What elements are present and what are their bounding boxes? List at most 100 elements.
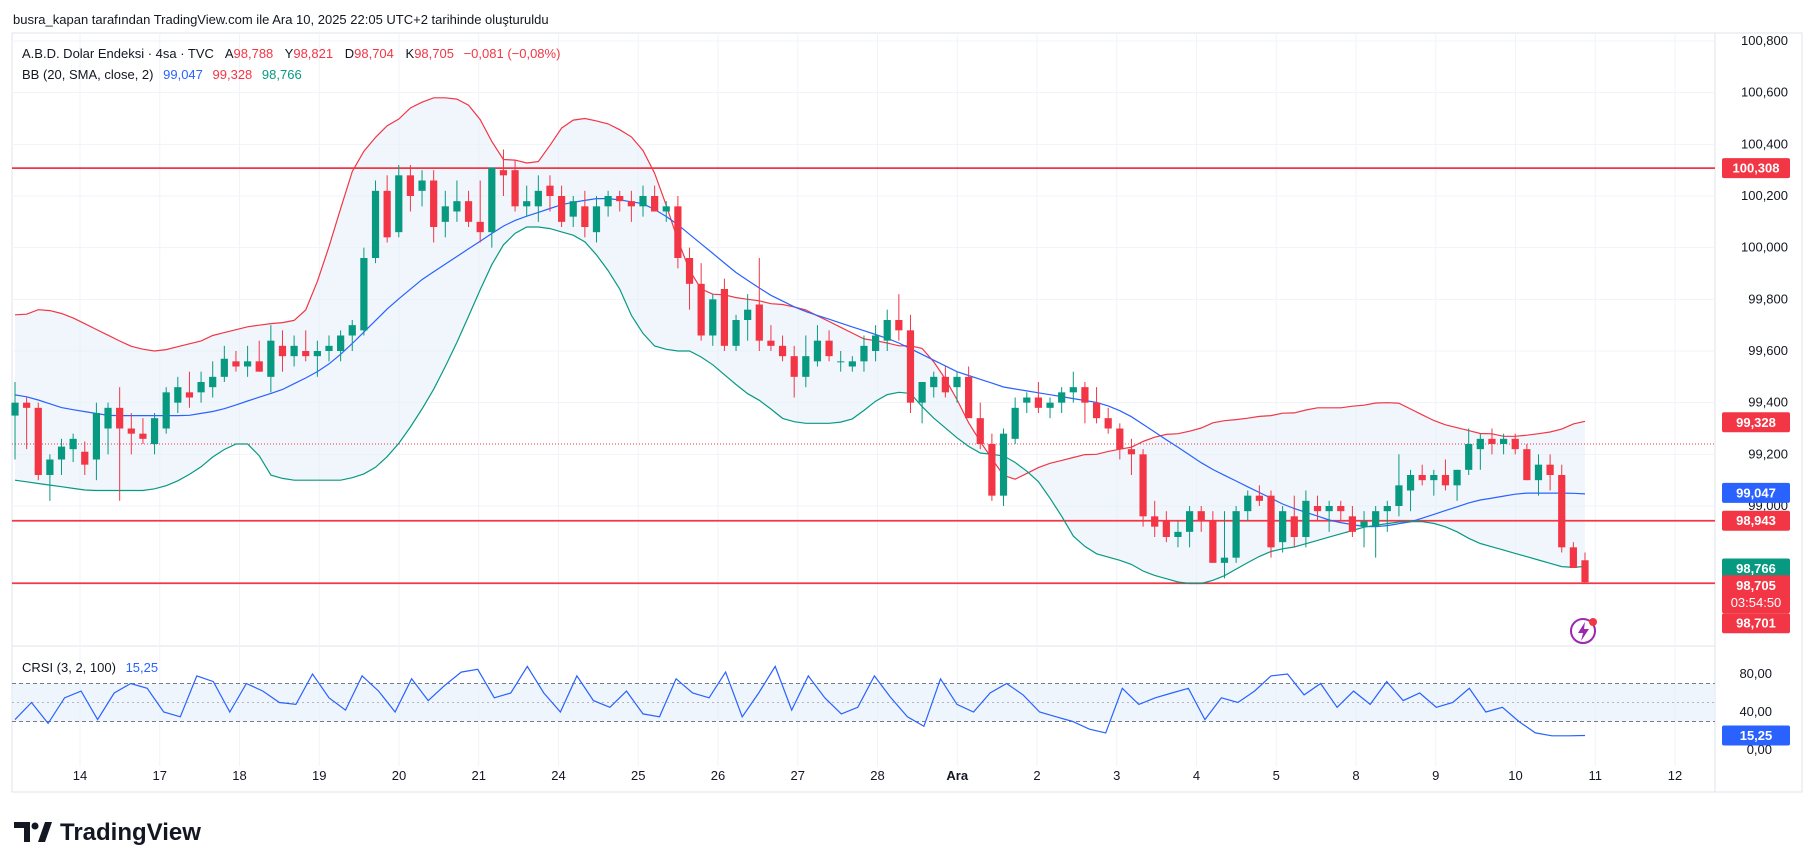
- tradingview-logo[interactable]: TradingView: [14, 819, 201, 846]
- candle-body: [81, 451, 89, 465]
- candle-body: [1220, 557, 1229, 563]
- price-axis[interactable]: 100,800 100,600 100,400 100,200 100,000 99,80…: [1722, 33, 1790, 757]
- candle-body: [755, 304, 763, 341]
- candle-body: [802, 356, 810, 377]
- horizontal-levels[interactable]: [12, 167, 1715, 585]
- candle-body: [1244, 495, 1252, 512]
- candle-body: [813, 340, 822, 362]
- crsi-pane: [12, 665, 1715, 737]
- crsi-legend[interactable]: CRSI (3, 2, 100) 15,25: [22, 660, 158, 675]
- price-tick-label: 99,400: [1748, 395, 1788, 410]
- price-tag-level-low-bg: [1722, 613, 1790, 634]
- time-tick-label: 25: [631, 768, 645, 783]
- price-tick-label: 99,800: [1748, 291, 1788, 306]
- open-value: 98,788: [234, 46, 274, 61]
- time-tick-label: 4: [1193, 768, 1200, 783]
- time-tick-label: 17: [153, 768, 167, 783]
- price-tag-level-top-bg: [1722, 158, 1790, 179]
- candle-body: [34, 407, 42, 475]
- candle-body: [848, 361, 856, 367]
- price-tag-bb-basis-bg: [1722, 482, 1790, 503]
- lightning-icon[interactable]: [1570, 618, 1597, 644]
- price-tick-label: 100,400: [1741, 136, 1788, 151]
- candle-body: [534, 190, 542, 207]
- candle-body: [965, 376, 973, 419]
- candle-body: [732, 320, 740, 346]
- high-value: 98,821: [293, 46, 333, 61]
- candle-body: [104, 407, 112, 429]
- price-tag-level-mid: 98,943: [1736, 513, 1776, 528]
- candle-body: [1441, 475, 1450, 486]
- time-tick-label: 26: [711, 768, 725, 783]
- bb-band-area: [15, 97, 1585, 584]
- price-tag-countdown: 03:54:50: [1731, 595, 1782, 610]
- bb-legend[interactable]: BB (20, SMA, close, 2) 99,047 99,328 98,…: [22, 67, 302, 82]
- change-value: −0,081 (−0,08%): [464, 46, 561, 61]
- candle-body: [313, 351, 321, 357]
- crsi-tick-label: 40,00: [1739, 704, 1772, 719]
- candle-body: [476, 221, 484, 233]
- candle-body: [1348, 516, 1357, 532]
- candle-body: [953, 376, 961, 388]
- candle-body: [1534, 464, 1543, 481]
- candle-body: [720, 289, 729, 346]
- candle-body: [639, 196, 647, 207]
- price-tag-bb-lower: 98,766: [1736, 561, 1776, 576]
- candle-body: [1174, 531, 1182, 537]
- candle-body: [406, 175, 415, 196]
- candle-body: [57, 446, 66, 460]
- candle-body: [1209, 521, 1217, 563]
- candle-body: [499, 170, 508, 176]
- time-tick-label: 11: [1589, 768, 1603, 783]
- candle-body: [778, 345, 787, 357]
- candle-body: [302, 351, 310, 357]
- candle-body: [1558, 475, 1566, 548]
- candle-body: [1337, 506, 1345, 512]
- candle-body: [1092, 402, 1101, 419]
- candle-body: [11, 402, 19, 416]
- candle-body: [418, 180, 426, 191]
- candle-body: [360, 258, 368, 331]
- price-tag-bb-basis: 99,047: [1736, 485, 1776, 500]
- candle-body: [488, 167, 496, 233]
- candle-body: [1267, 495, 1275, 548]
- candle-body: [604, 196, 612, 207]
- candle-body: [267, 340, 275, 377]
- price-tag-last: 98,705: [1736, 578, 1776, 593]
- candle-body: [697, 283, 705, 336]
- price-tick-label: 100,800: [1741, 33, 1788, 48]
- time-tick-label: 20: [392, 768, 406, 783]
- candle-body: [1185, 511, 1194, 532]
- candle-body: [278, 345, 287, 357]
- candle-body: [185, 392, 194, 398]
- candle-body: [941, 376, 949, 393]
- candle-body: [1476, 438, 1484, 450]
- candle-body: [92, 413, 101, 460]
- candle-body: [243, 361, 252, 367]
- candle-body: [209, 376, 217, 388]
- candle-body: [906, 330, 915, 403]
- bb-lower-line: [14, 226, 1586, 585]
- candle-body: [1372, 511, 1380, 527]
- candle-body: [1395, 485, 1403, 506]
- bb-basis-line: [14, 198, 1586, 528]
- bb-upper-value: 99,328: [213, 67, 253, 82]
- candle-body: [1430, 475, 1438, 481]
- candle-body: [383, 190, 391, 238]
- close-label: K: [406, 46, 415, 61]
- candle-body: [860, 345, 868, 362]
- low-value: 98,704: [354, 46, 394, 61]
- time-axis[interactable]: 14 17 18 19 20 21 24 25 26 27 28 Ara 2 3 4 5 8 9 10 11 12: [73, 768, 1682, 783]
- candle-body: [1058, 392, 1066, 403]
- price-tag-level-mid-bg: [1722, 510, 1790, 531]
- time-tick-label: 27: [791, 768, 805, 783]
- candle-body: [616, 196, 624, 202]
- time-tick-label: 8: [1352, 768, 1359, 783]
- candle-body: [1418, 475, 1426, 481]
- bb-upper-line: [14, 97, 1586, 480]
- price-tag-level-top: 100,308: [1733, 161, 1780, 176]
- candle-body: [546, 185, 554, 196]
- candle-body: [918, 382, 926, 403]
- candle-body: [1139, 454, 1147, 517]
